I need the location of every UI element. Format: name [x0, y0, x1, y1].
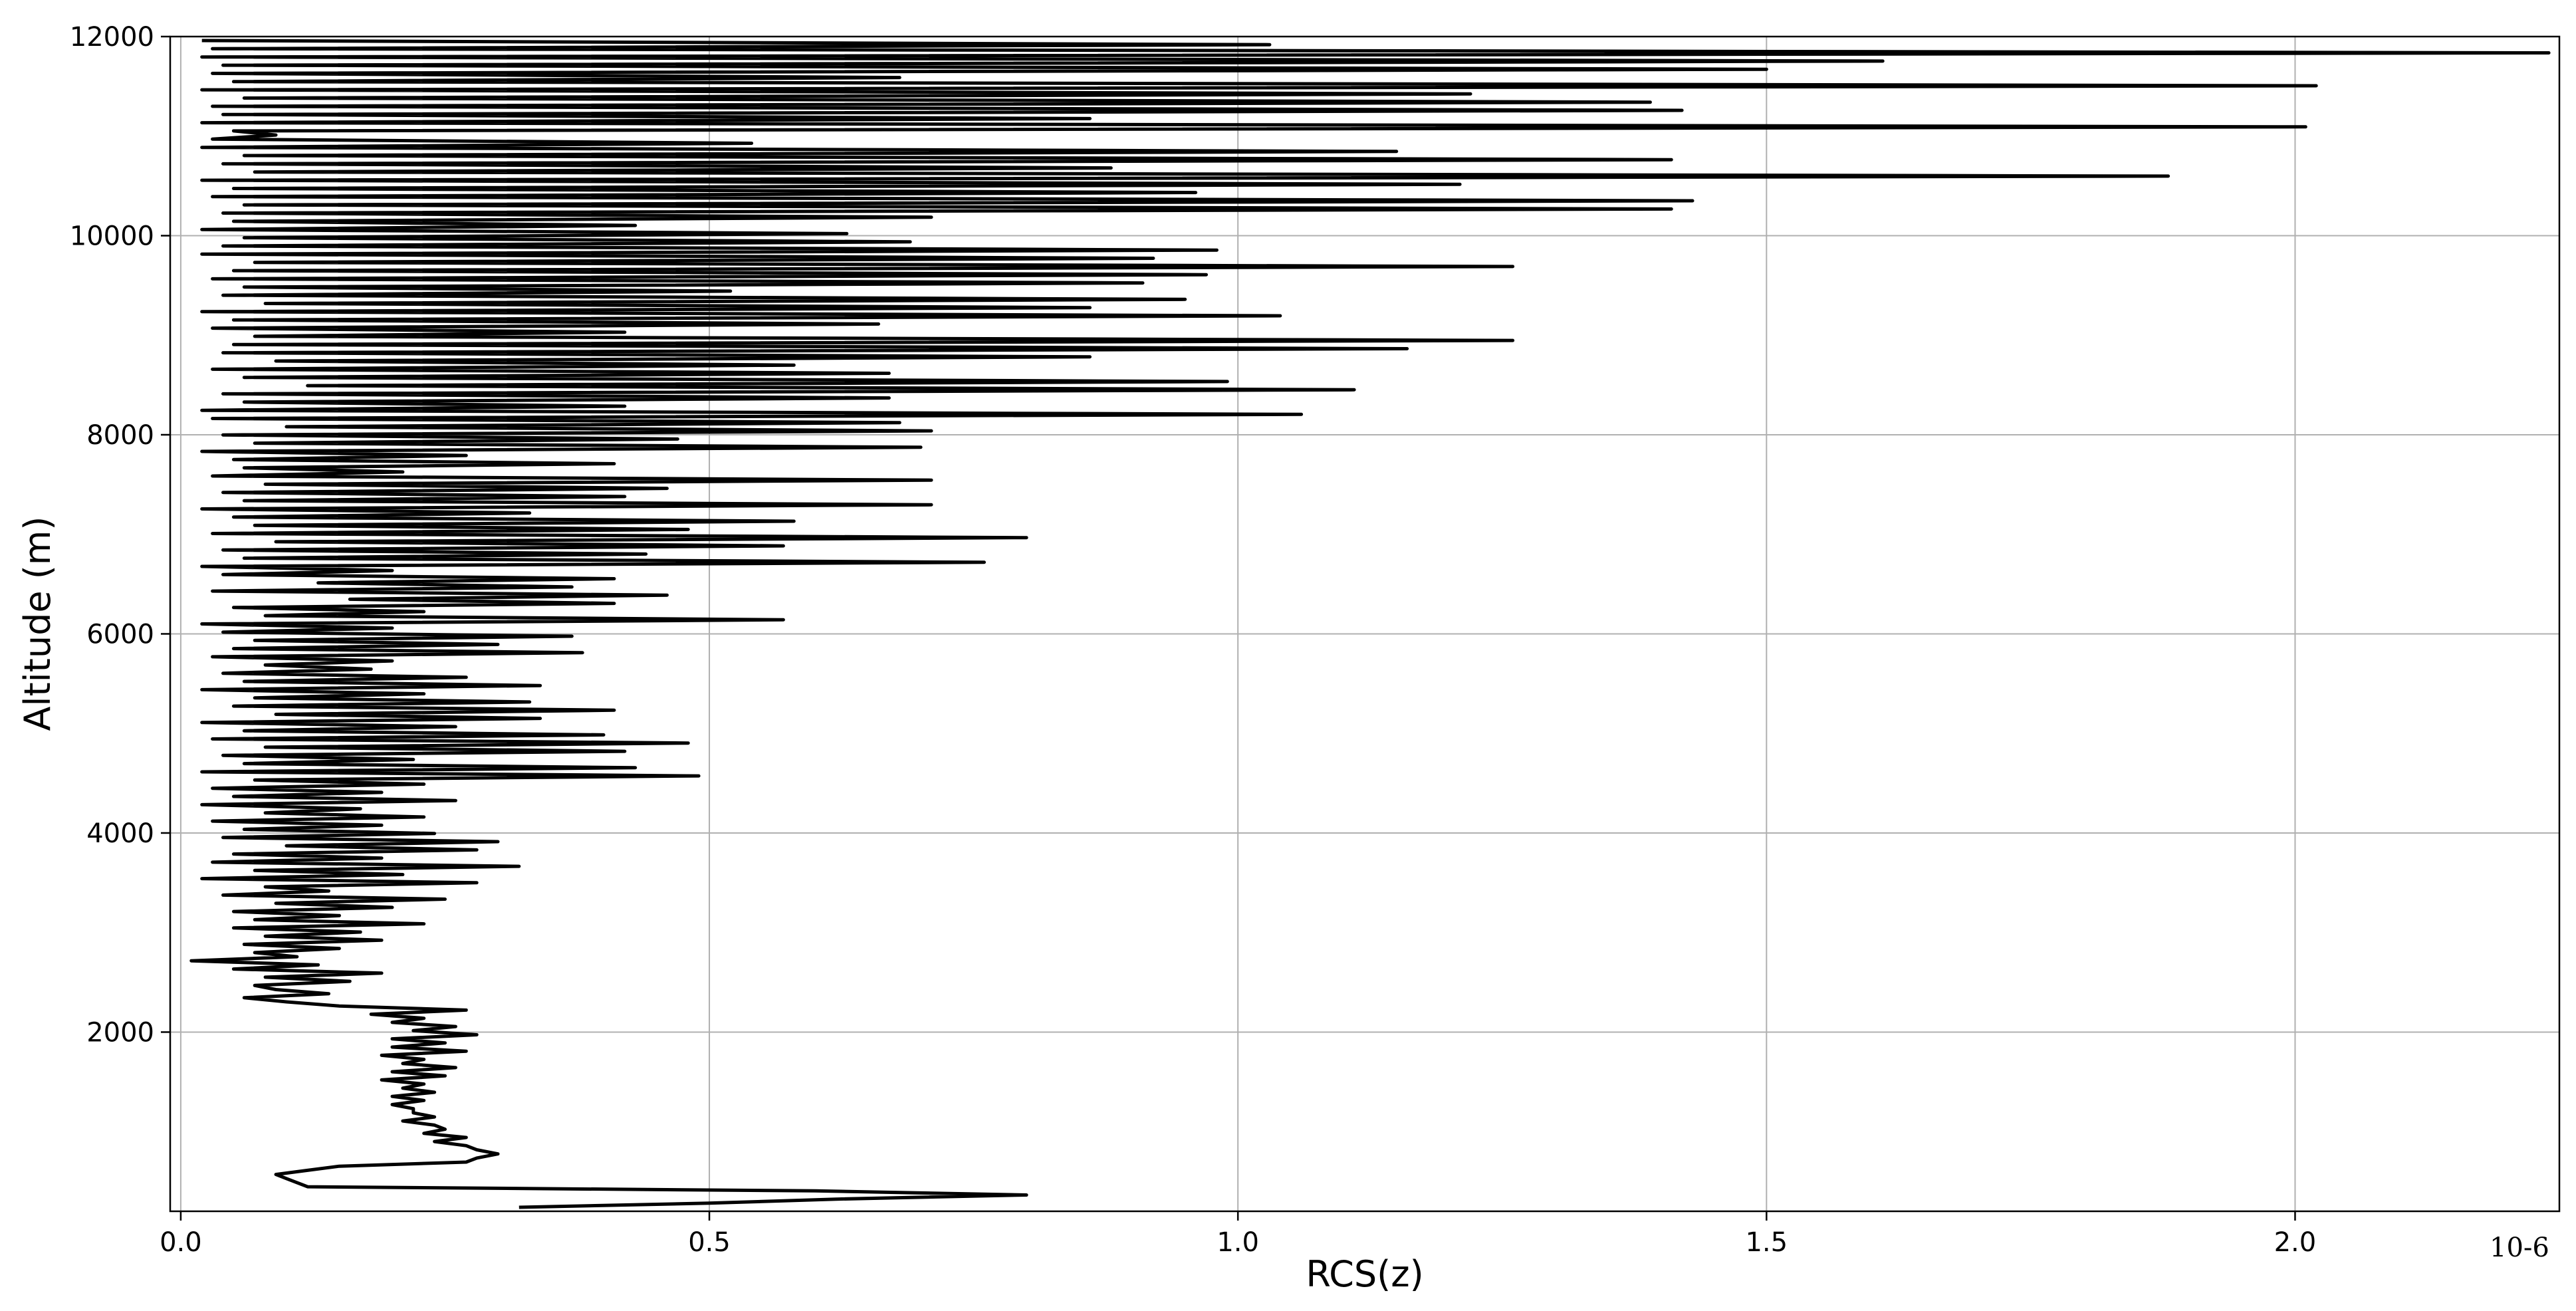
y-tick-label: 4000: [86, 818, 154, 849]
plot-frame: [169, 35, 2561, 1213]
y-tick-label: 10000: [70, 221, 154, 251]
x-tick-label: 1.5: [1745, 1227, 1788, 1258]
y-tick-label: 2000: [86, 1017, 154, 1048]
x-axis-label: RCS(z): [1306, 1253, 1423, 1295]
y-tick-label: 8000: [86, 420, 154, 451]
series-layer: [189, 39, 2551, 1209]
rcs-profile-line: [189, 39, 2551, 1209]
y-axis-label: Altitude (m): [17, 517, 59, 731]
x-axis-multiplier: 10-6: [2490, 1233, 2549, 1263]
y-axis-ticks: 2000 4000 6000 8000 10000 12000: [70, 22, 170, 1048]
y-tick-label: 12000: [70, 22, 154, 53]
x-tick-label: 1.0: [1217, 1227, 1259, 1258]
x-tick-label: 0.5: [688, 1227, 731, 1258]
x-tick-label: 2.0: [2274, 1227, 2317, 1258]
y-tick-label: 6000: [86, 619, 154, 650]
x-axis-ticks: 0.0 0.5 1.0 1.5 2.0: [160, 1211, 2316, 1258]
x-tick-label: 0.0: [160, 1227, 202, 1258]
